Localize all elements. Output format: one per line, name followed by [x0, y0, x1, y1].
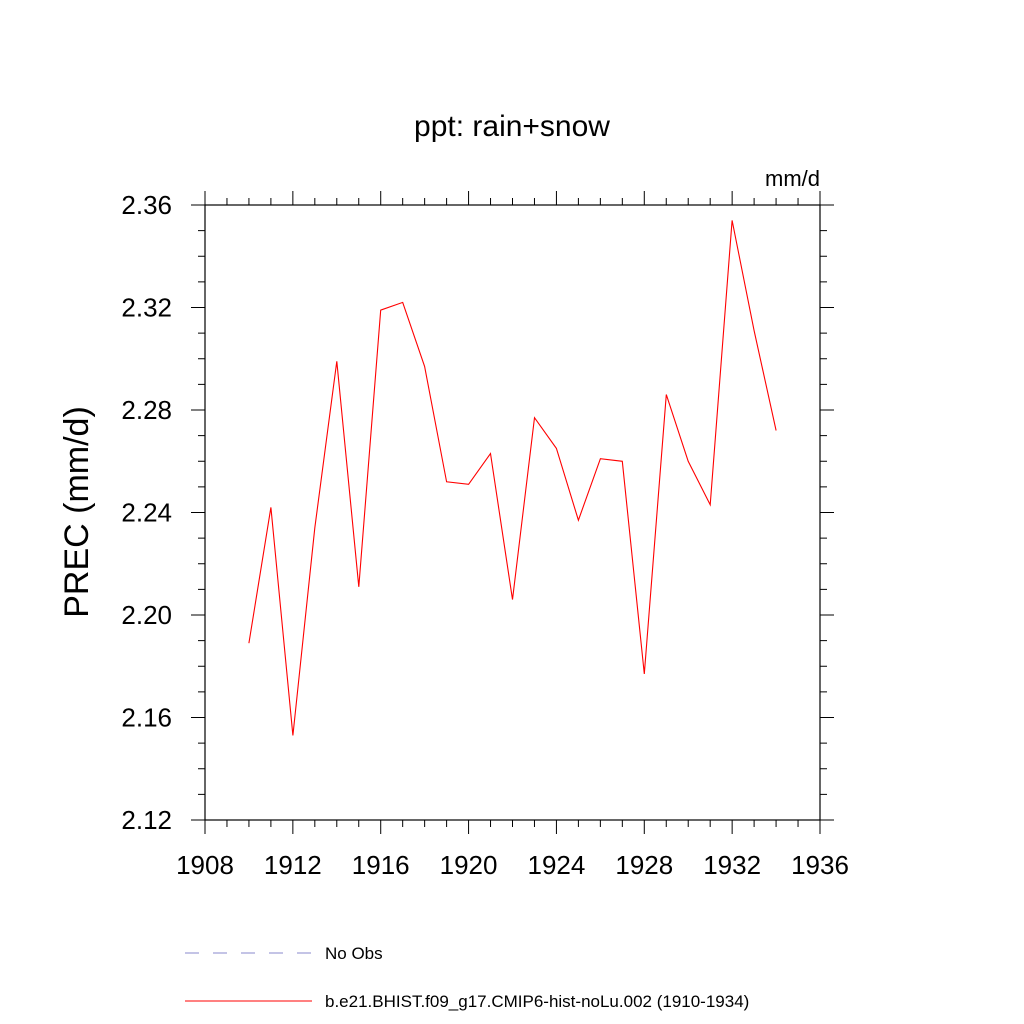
series-line — [248, 220, 777, 736]
x-tick-label: 1924 — [528, 850, 586, 880]
y-tick-label: 2.36 — [121, 190, 172, 220]
y-tick-label: 2.32 — [121, 293, 172, 323]
x-tick-label: 1908 — [176, 850, 234, 880]
legend-series-label: b.e21.BHIST.f09_g17.CMIP6-hist-noLu.002 … — [325, 992, 749, 1011]
x-tick-label: 1920 — [440, 850, 498, 880]
x-tick-label: 1928 — [615, 850, 673, 880]
x-tick-label: 1916 — [352, 850, 410, 880]
x-tick-label: 1912 — [264, 850, 322, 880]
x-tick-label: 1932 — [703, 850, 761, 880]
series-layer — [248, 220, 777, 736]
y-tick-label: 2.16 — [121, 703, 172, 733]
y-tick-label: 2.20 — [121, 600, 172, 630]
y-tick-label: 2.24 — [121, 498, 172, 528]
y-axis-label: PREC (mm/d) — [58, 406, 96, 618]
axis-ticks — [191, 191, 834, 834]
legend-no-obs-label: No Obs — [325, 944, 383, 963]
x-tick-labels: 1908 1912 1916 1920 1924 1928 1932 1936 — [176, 850, 849, 880]
y-tick-label: 2.28 — [121, 395, 172, 425]
y-tick-labels: 2.12 2.16 2.20 2.24 2.28 2.32 2.36 — [121, 190, 172, 835]
chart-title: ppt: rain+snow — [414, 110, 610, 143]
legend: No Obs b.e21.BHIST.f09_g17.CMIP6-hist-no… — [185, 944, 749, 1011]
y-tick-label: 2.12 — [121, 805, 172, 835]
units-label: mm/d — [765, 166, 820, 191]
x-tick-label: 1936 — [791, 850, 849, 880]
plot-frame — [204, 204, 821, 821]
